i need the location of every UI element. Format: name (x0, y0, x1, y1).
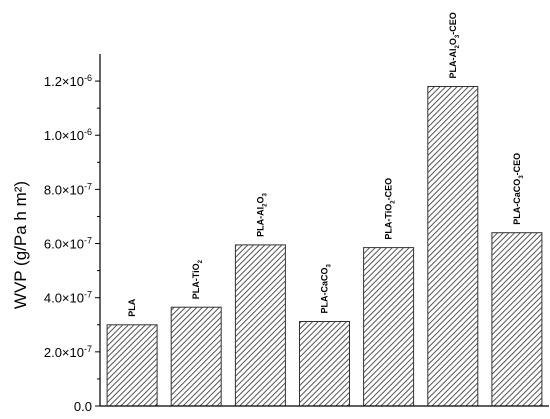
y-tick-label: 0.0 (74, 399, 92, 414)
bar-label-1: PLA (127, 298, 137, 317)
y-tick-label: 6.0×10-7 (44, 236, 92, 252)
bar-label-4: PLA-CaCO3 (320, 263, 333, 313)
y-tick-label: 2.0×10-7 (44, 344, 92, 360)
bar-4 (299, 321, 350, 407)
y-tick-label: 4.0×10-7 (44, 290, 92, 306)
bar-5 (363, 247, 415, 407)
axes: 0.0 2.0×10-7 4.0×10-7 6.0×10-7 8.0×10-7 1.0×1… (44, 54, 549, 414)
bar-6 (427, 86, 479, 407)
y-tick-label: 1.2×10-6 (44, 73, 92, 89)
y-axis-title: WVP (g/Pa h m²) (11, 181, 30, 309)
bar-label-3: PLA-Al2O3 (255, 193, 268, 237)
bar-labels: PLA PLA-TiO2 PLA-Al2O3 PLA-CaCO3 PLA-TiO2-CE… (127, 12, 525, 317)
bar-2 (170, 306, 222, 407)
bar-1 (106, 324, 158, 407)
bar-label-6: PLA-Al2O3-CEO (448, 12, 461, 78)
bars (106, 86, 543, 407)
y-tick-label: 8.0×10-7 (44, 181, 92, 197)
bar-label-2: PLA-TiO2 (191, 259, 204, 299)
bar-label-5: PLA-TiO2-CEO (384, 178, 397, 240)
y-tick-label: 1.0×10-6 (44, 127, 92, 143)
bar-7 (491, 232, 543, 407)
bar-label-7: PLA-CaCO3-CEO (512, 153, 525, 225)
bar-3 (234, 244, 286, 407)
